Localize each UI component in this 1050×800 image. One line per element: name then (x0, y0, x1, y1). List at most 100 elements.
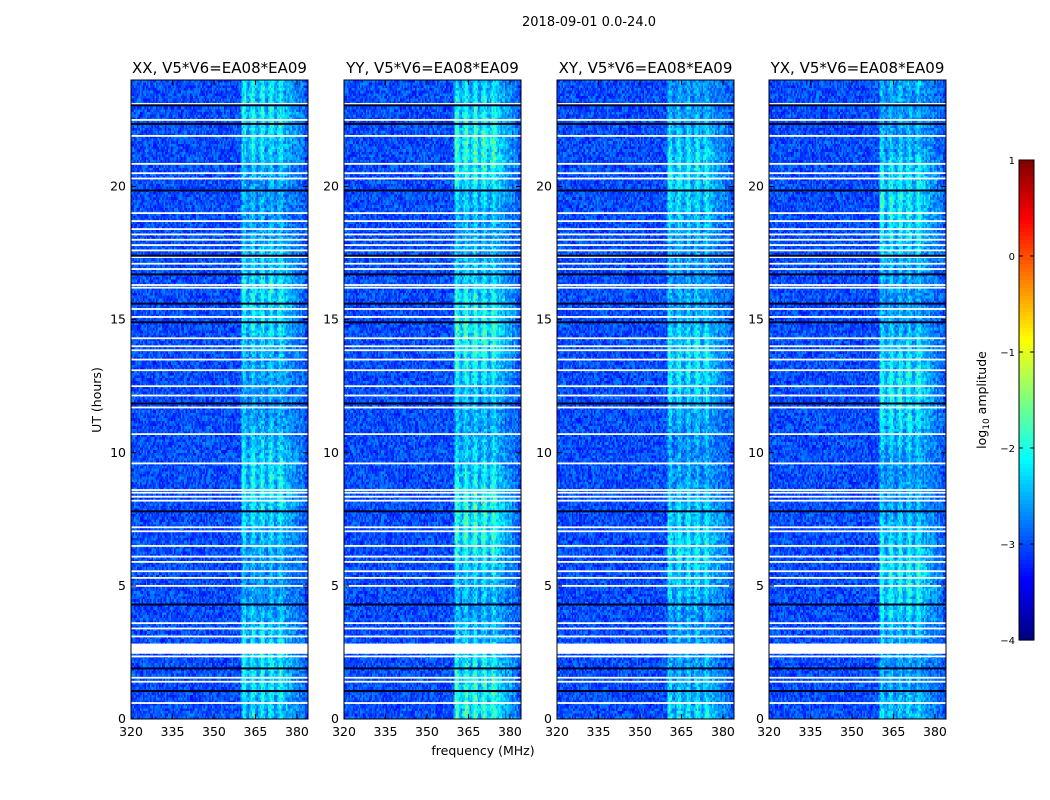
flagged-row-white (769, 262, 946, 265)
flagged-row-white (344, 268, 521, 270)
flagged-row-white (769, 676, 946, 679)
colorbar-segment (1019, 480, 1034, 485)
y-tick-label: 10 (748, 445, 764, 460)
flagged-row-white (344, 308, 521, 310)
flagged-row-white (344, 220, 521, 223)
x-tick-label: 365 (457, 724, 481, 739)
x-tick-label: 320 (545, 724, 569, 739)
flagged-row-white (131, 526, 308, 529)
flagged-row-white (769, 489, 946, 491)
y-tick-label: 20 (748, 179, 764, 194)
colorbar-segment (1019, 344, 1034, 349)
colorbar-segment (1019, 200, 1034, 205)
colorbar-segment (1019, 556, 1034, 561)
colorbar-segment (1019, 512, 1034, 517)
flagged-row-white (344, 584, 521, 587)
colorbar-segment (1019, 444, 1034, 449)
colorbar-tick-label: 0 (1009, 252, 1015, 263)
flagged-row-dark (131, 273, 308, 276)
y-tick-label: 10 (536, 445, 552, 460)
colorbar-segment (1019, 216, 1034, 221)
flagged-row-white (557, 491, 734, 494)
flagged-row-white (769, 561, 946, 563)
flagged-row-white (769, 308, 946, 310)
flagged-row-white (131, 462, 308, 465)
flagged-row-dark (769, 690, 946, 693)
colorbar-label: log10 amplitude (974, 351, 992, 449)
flagged-row-white (131, 233, 308, 236)
flagged-row-white (769, 680, 946, 683)
colorbar-segment (1019, 268, 1034, 273)
flagged-row-white (557, 349, 734, 352)
flagged-row-white (557, 238, 734, 241)
colorbar-segment (1019, 544, 1034, 549)
flagged-row-white (557, 655, 734, 658)
x-tick-label: 380 (285, 724, 309, 739)
colorbar-tick-label: −2 (1000, 444, 1015, 455)
colorbar-segment (1019, 608, 1034, 613)
flagged-row-dark (557, 254, 734, 257)
flagged-row-white (769, 570, 946, 573)
flagged-row-white (769, 369, 946, 372)
flagged-row-white (769, 316, 946, 318)
flagged-row-white (344, 462, 521, 465)
flagged-row-white (131, 491, 308, 494)
flagged-row-white (344, 676, 521, 679)
flagged-row-white (131, 643, 308, 646)
panel-title: YX, V5*V6=EA08*EA09 (770, 59, 945, 77)
flagged-row-dark (344, 273, 521, 276)
flagged-row-white (769, 345, 946, 348)
flagged-row-white (344, 655, 521, 658)
colorbar-segment (1019, 336, 1034, 341)
y-tick-label: 15 (323, 312, 339, 327)
colorbar-segment (1019, 356, 1034, 361)
flagged-row-dark (344, 690, 521, 693)
colorbar-segment (1019, 204, 1034, 209)
y-tick-label: 5 (544, 578, 552, 593)
flagged-row-white (769, 244, 946, 246)
flagged-row-white (557, 369, 734, 372)
colorbar-segment (1019, 360, 1034, 365)
flagged-row-white (344, 545, 521, 547)
flagged-row-white (131, 433, 308, 436)
flagged-row-white (557, 499, 734, 502)
panel-3: XY, V5*V6=EA08*EA09 320 335 350 365 380 0 5 10 15… (536, 59, 735, 739)
flagged-row-white (131, 244, 308, 246)
x-tick-label: 335 (374, 724, 398, 739)
panel-1: XX, V5*V6=EA08*EA09 320 335 350 365 380 0 5 10 15… (110, 59, 309, 739)
colorbar-segment (1019, 208, 1034, 213)
flagged-row-white (769, 491, 946, 494)
colorbar-tick-label: 1 (1009, 156, 1015, 167)
flagged-row-dark (344, 104, 521, 107)
flagged-row-dark (131, 122, 308, 125)
colorbar-segment (1019, 532, 1034, 537)
flagged-row-white (769, 655, 946, 658)
x-tick-label: 320 (119, 724, 143, 739)
flagged-row-dark (769, 510, 946, 513)
flagged-row-white (131, 561, 308, 563)
flagged-row-dark (131, 254, 308, 257)
x-tick-label: 335 (587, 724, 611, 739)
flagged-row-white (344, 570, 521, 573)
flagged-row-white (769, 337, 946, 340)
flagged-row-white (344, 530, 521, 533)
flagged-block (769, 644, 946, 654)
flagged-row-dark (131, 302, 308, 305)
flagged-row-white (557, 495, 734, 498)
flagged-row-white (131, 172, 308, 175)
flagged-row-dark (131, 690, 308, 693)
flagged-row-white (769, 385, 946, 388)
flagged-row-white (557, 262, 734, 265)
flagged-row-white (557, 702, 734, 704)
y-tick-label: 10 (323, 445, 339, 460)
colorbar-segment (1019, 284, 1034, 289)
flagged-row-white (557, 286, 734, 289)
flagged-row-white (131, 212, 308, 215)
colorbar-segment (1019, 388, 1034, 393)
colorbar-segment (1019, 628, 1034, 633)
y-tick-label: 5 (118, 578, 126, 593)
colorbar-segment (1019, 588, 1034, 593)
colorbar-segment (1019, 172, 1034, 177)
flagged-row-white (557, 643, 734, 646)
flagged-row-white (344, 555, 521, 558)
